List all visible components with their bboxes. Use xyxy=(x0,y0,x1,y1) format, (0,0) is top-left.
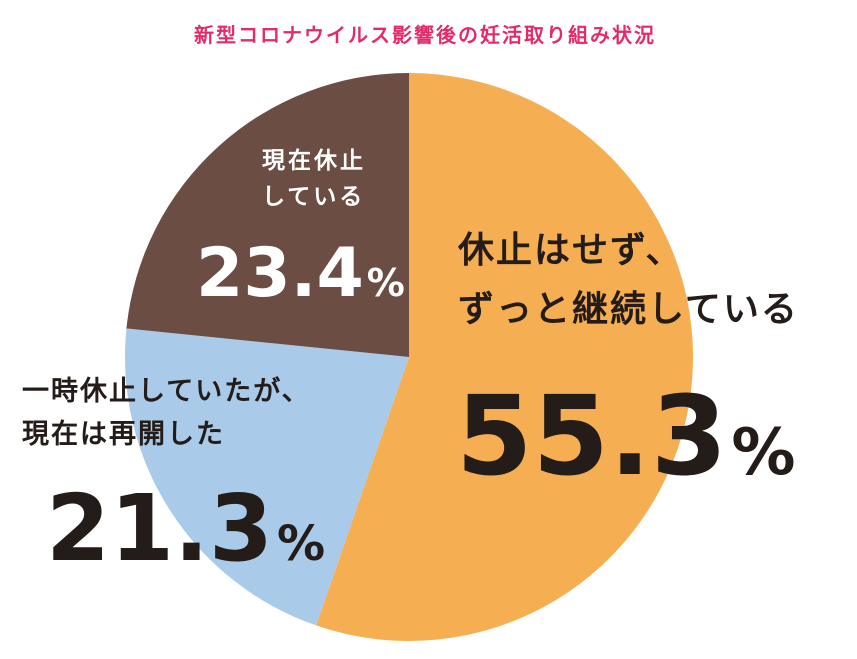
slice-label-paused-line-1: 現在休止 xyxy=(262,147,366,174)
slice-label-continuing-line-1: 休止はせず、 xyxy=(457,230,683,271)
slice-value-resumed-unit: % xyxy=(277,516,325,572)
slice-label-resumed: 一時休止していたが、 現在は再開した 21.3% xyxy=(22,375,325,582)
slice-value-continuing-number: 55.3 xyxy=(456,372,727,500)
slice-label-continuing-line-2: ずっと継続している xyxy=(458,289,799,330)
slice-value-paused: 23.4% xyxy=(196,234,405,313)
pie-slices xyxy=(124,73,694,641)
pie-slice-resumed xyxy=(124,328,409,626)
slice-label-resumed-line-1: 一時休止していたが、 xyxy=(22,375,311,407)
chart-title: 新型コロナウイルス影響後の妊活取り組み状況 xyxy=(194,23,656,47)
slice-value-resumed-number: 21.3 xyxy=(46,475,273,582)
slice-label-paused: 現在休止 している 23.4% xyxy=(196,147,405,313)
slice-value-continuing-unit: % xyxy=(731,416,795,490)
slice-label-paused-line-2: している xyxy=(262,184,365,210)
slice-value-paused-number: 23.4 xyxy=(196,234,364,313)
slice-label-resumed-line-2: 現在は再開した xyxy=(22,419,225,450)
slice-value-continuing: 55.3% xyxy=(456,372,796,500)
slice-value-paused-unit: % xyxy=(367,261,405,305)
pie-slice-paused xyxy=(126,73,410,357)
pie-slice-continuing xyxy=(316,73,694,641)
slice-label-continuing: 休止はせず、 ずっと継続している 55.3% xyxy=(456,230,799,500)
slice-value-resumed: 21.3% xyxy=(46,475,325,582)
